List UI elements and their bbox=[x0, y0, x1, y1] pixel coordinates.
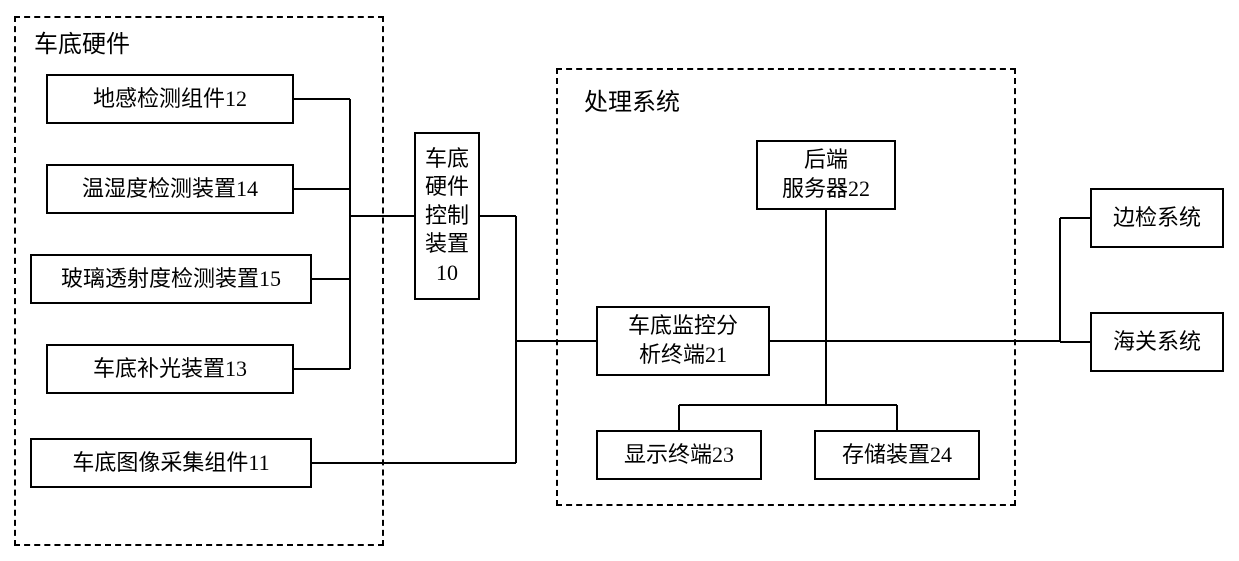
group-processing-label: 处理系统 bbox=[580, 82, 684, 117]
node-glass-transmittance-15: 玻璃透射度检测装置15 bbox=[30, 254, 312, 304]
node-label: 玻璃透射度检测装置15 bbox=[61, 265, 281, 294]
node-label: 海关系统 bbox=[1113, 328, 1201, 357]
node-border-system: 边检系统 bbox=[1090, 188, 1224, 248]
node-hardware-controller-10: 车底 硬件 控制 装置 10 bbox=[414, 132, 480, 300]
node-backend-server-22: 后端 服务器22 bbox=[756, 140, 896, 210]
node-image-capture-11: 车底图像采集组件11 bbox=[30, 438, 312, 488]
node-label: 后端 服务器22 bbox=[782, 146, 870, 203]
node-label: 车底图像采集组件11 bbox=[72, 449, 269, 478]
node-label: 车底 硬件 控制 装置 10 bbox=[425, 145, 469, 288]
node-customs-system: 海关系统 bbox=[1090, 312, 1224, 372]
node-ground-sensor-12: 地感检测组件12 bbox=[46, 74, 294, 124]
node-temp-humidity-14: 温湿度检测装置14 bbox=[46, 164, 294, 214]
group-hardware-label: 车底硬件 bbox=[30, 24, 134, 59]
node-label: 温湿度检测装置14 bbox=[82, 175, 258, 204]
node-label: 存储装置24 bbox=[842, 441, 952, 470]
node-label: 显示终端23 bbox=[624, 441, 734, 470]
node-storage-24: 存储装置24 bbox=[814, 430, 980, 480]
node-label: 车底监控分 析终端21 bbox=[628, 312, 738, 369]
node-fill-light-13: 车底补光装置13 bbox=[46, 344, 294, 394]
node-label: 边检系统 bbox=[1113, 204, 1201, 233]
node-label: 车底补光装置13 bbox=[93, 355, 247, 384]
node-label: 地感检测组件12 bbox=[93, 85, 247, 114]
node-display-terminal-23: 显示终端23 bbox=[596, 430, 762, 480]
node-monitor-terminal-21: 车底监控分 析终端21 bbox=[596, 306, 770, 376]
